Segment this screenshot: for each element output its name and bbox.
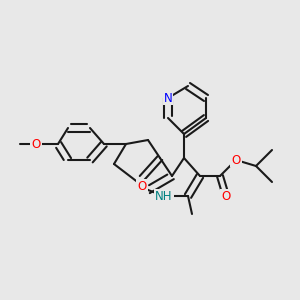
- Text: O: O: [221, 190, 231, 202]
- Text: N: N: [164, 92, 172, 104]
- Text: O: O: [32, 137, 40, 151]
- Text: O: O: [137, 179, 147, 193]
- Text: NH: NH: [155, 190, 173, 202]
- Text: O: O: [231, 154, 241, 166]
